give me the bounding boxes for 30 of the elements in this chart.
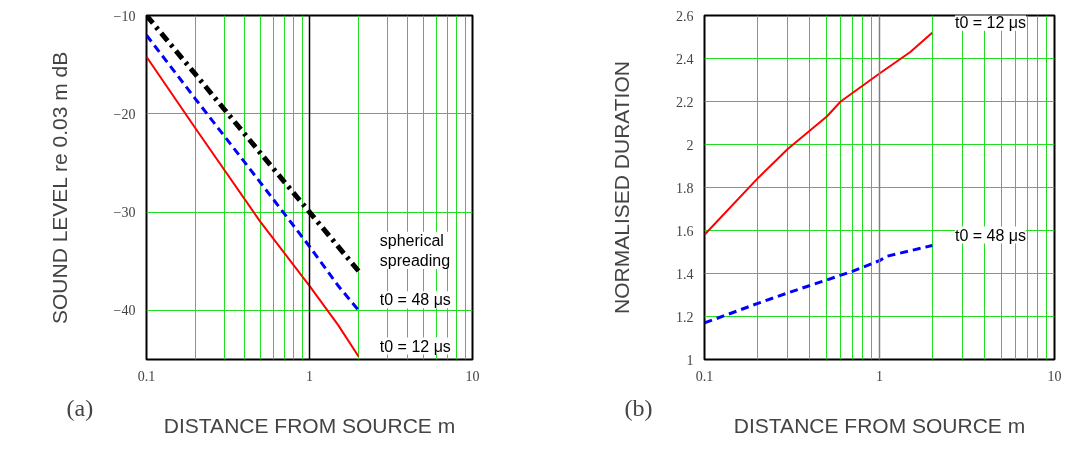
y-axis-title: NORMALISED DURATION [610,61,633,314]
y-tick-label: 2.4 [676,51,694,67]
y-tick-label: −10 [113,8,136,24]
x-tick-label: 1 [876,368,883,384]
y-tick-label: 2.6 [676,8,694,24]
y-tick-label: 1 [686,352,694,368]
text: (a) [66,394,94,421]
x-tick-label: 1 [306,368,313,384]
y-tick-label: 2 [686,137,694,153]
x-axis-title: DISTANCE FROM SOURCE m [733,413,1026,437]
y-tick-label: 2.2 [676,94,694,110]
x-tick-label: 10 [465,368,480,384]
series-label: t0 = 48 μs [954,226,1027,244]
x-tick-label: 10 [1047,368,1062,384]
y-tick-label: 1.4 [676,266,694,282]
y-axis-title: SOUND LEVEL re 0.03 m dB [47,51,71,325]
y-tick-label: 1.2 [676,309,694,325]
x-tick-label: 0.1 [695,368,714,384]
x-axis-title: DISTANCE FROM SOURCE m [163,413,456,437]
y-tick-label: 1.6 [676,223,694,239]
series-label: t0 = 48 μs [379,291,451,309]
y-tick-label: 1.8 [676,180,694,196]
y-tick-label: −20 [113,106,136,122]
x-tick-label: 0.1 [137,368,156,384]
series-label: t0 = 12 μs [379,337,451,355]
series-label: spherical spreading [379,231,451,270]
text: (b) [624,394,653,421]
y-tick-label: −30 [113,205,136,221]
series-label: t0 = 12 μs [954,13,1027,31]
y-tick-label: −40 [113,303,136,319]
